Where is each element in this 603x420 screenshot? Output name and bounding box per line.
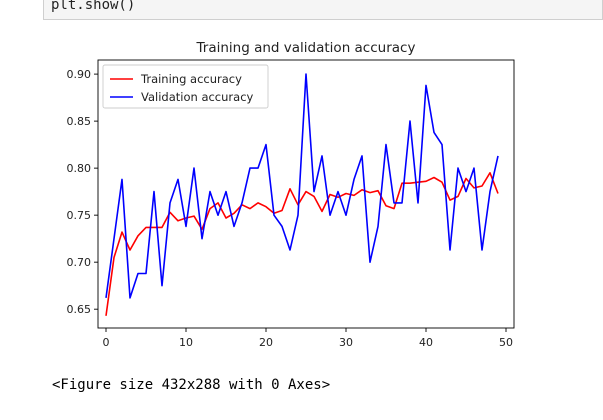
y-tick-label: 0.85 [67, 115, 92, 128]
output-area: Training and validation accuracy 0 10 20 30 4… [0, 26, 603, 420]
legend-label-training: Training accuracy [140, 72, 242, 86]
x-tick-label: 20 [259, 336, 273, 349]
x-tick-label: 40 [419, 336, 433, 349]
series-line-training [105, 172, 499, 316]
legend-box [102, 64, 269, 109]
figure-size-text: <Figure size 432x288 with 0 Axes> [52, 377, 331, 393]
accuracy-chart: Training and validation accuracy 0 10 20 30 4… [67, 40, 515, 349]
code-text: plt.show() [51, 0, 136, 13]
x-tick-label: 50 [499, 336, 513, 349]
x-tick-label: 0 [103, 336, 110, 349]
legend-label-validation: Validation accuracy [141, 90, 254, 104]
y-tick-label: 0.75 [67, 209, 92, 222]
y-tick-label: 0.70 [67, 256, 92, 269]
code-cell[interactable]: plt.show() [43, 0, 603, 20]
x-tick-label: 10 [179, 336, 193, 349]
plot-marks: Training and validation accuracy 0 10 20 30 4… [67, 40, 515, 349]
y-tick-label: 0.65 [67, 303, 92, 316]
x-tick-label: 30 [339, 336, 353, 349]
chart-title: Training and validation accuracy [196, 40, 416, 56]
series-line-validation [105, 73, 499, 299]
y-tick-label: 0.90 [67, 68, 92, 81]
plot-frame [97, 59, 515, 329]
y-tick-label: 0.80 [67, 162, 92, 175]
